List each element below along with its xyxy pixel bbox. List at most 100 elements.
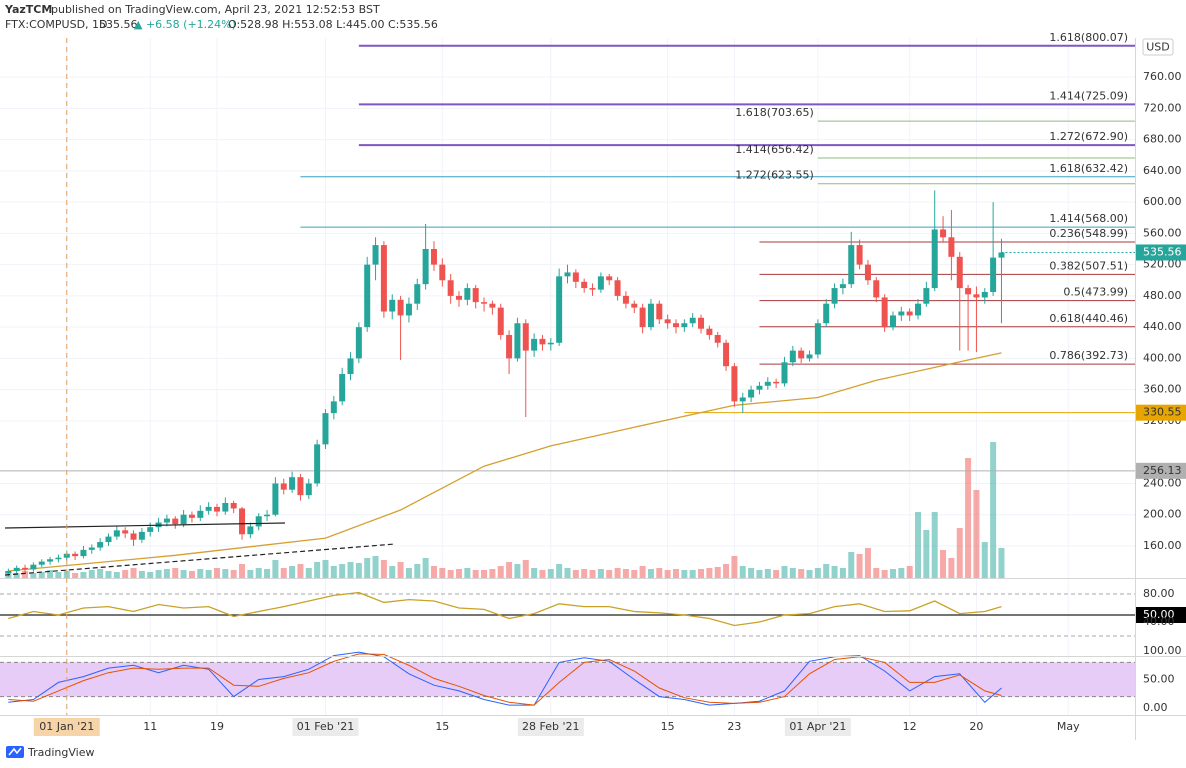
y-tick-label: 480.00	[1143, 289, 1182, 302]
candle-body	[30, 564, 37, 570]
candle-body	[347, 358, 354, 375]
volume-bar	[514, 564, 521, 578]
rsi-tick-label: 50.00	[1143, 608, 1175, 621]
candle-body	[873, 280, 880, 298]
volume-bar	[823, 564, 830, 578]
volume-bar	[981, 542, 988, 578]
currency-box	[1142, 38, 1174, 56]
volume-bar	[965, 458, 972, 578]
x-tick-box	[292, 718, 359, 736]
candle-body	[981, 291, 988, 298]
volume-bar	[122, 570, 129, 578]
y-tick-label: 440.00	[1143, 320, 1182, 333]
candle-body	[589, 288, 596, 290]
volume-bar	[422, 558, 429, 578]
candle-body	[506, 334, 513, 359]
candle-body	[764, 381, 771, 386]
volume-bar	[22, 571, 29, 578]
candle-body	[305, 483, 312, 496]
x-tick-box	[784, 718, 851, 736]
stoch-line	[8, 653, 1002, 706]
stoch-tick-label: 100.00	[1143, 644, 1182, 657]
x-tick-label: 12	[903, 720, 917, 733]
candle-body	[372, 245, 379, 265]
volume-bar	[572, 570, 579, 578]
candle-body	[965, 288, 972, 295]
candle-body	[881, 297, 888, 328]
volume-bar	[547, 569, 554, 578]
x-tick-label: 20	[969, 720, 983, 733]
volume-bar	[222, 569, 229, 578]
volume-bar	[355, 563, 362, 578]
candle-body	[839, 284, 846, 289]
candle-body	[647, 303, 654, 328]
candle-body	[664, 319, 671, 324]
volume-bar	[647, 569, 654, 578]
candle-body	[631, 303, 638, 308]
level-label: 1.618(703.65)	[735, 106, 814, 119]
volume-bar	[389, 566, 396, 578]
candle-body	[864, 264, 871, 281]
volume-bar	[314, 562, 321, 578]
volume-bar	[998, 548, 1005, 578]
candle-body	[931, 229, 938, 289]
candle-body	[898, 311, 905, 316]
y-tick-label: 160.00	[1143, 539, 1182, 552]
candle-body	[205, 506, 212, 511]
volume-bar	[664, 570, 671, 578]
volume-bar	[789, 568, 796, 578]
volume-bar	[155, 570, 162, 578]
candle-body	[188, 514, 195, 518]
candle-body	[489, 303, 496, 308]
level-label: 0.5(473.99)	[1063, 286, 1128, 299]
level-label: 0.382(507.51)	[1049, 259, 1128, 272]
candle-body	[138, 531, 145, 540]
volume-bar	[88, 570, 95, 578]
candle-body	[723, 342, 730, 367]
volume-bar	[372, 556, 379, 578]
change: ▲ +6.58 (+1.24%)	[134, 18, 236, 31]
candle-body	[239, 508, 246, 535]
x-tick-label: 28 Feb '21	[522, 720, 580, 733]
candle-body	[414, 284, 421, 304]
volume-bar	[773, 570, 780, 578]
ohlc: O:528.98 H:553.08 L:445.00 C:535.56	[228, 18, 438, 31]
candle-body	[47, 559, 54, 562]
level-label: 1.414(725.09)	[1049, 89, 1128, 102]
candle-body	[781, 362, 788, 384]
candle-body	[197, 510, 204, 518]
volume-bar	[347, 562, 354, 578]
candle-body	[5, 570, 12, 574]
y-tick-label: 600.00	[1143, 195, 1182, 208]
volume-bar	[539, 570, 546, 578]
volume-bar	[172, 568, 179, 578]
candle-body	[72, 553, 79, 557]
volume-bar	[848, 552, 855, 578]
candle-body	[322, 413, 329, 445]
candle-body	[564, 272, 571, 277]
level-label: 0.236(548.99)	[1049, 227, 1128, 240]
candle-body	[973, 294, 980, 298]
volume-bar	[681, 570, 688, 578]
level-label: 1.272(623.55)	[735, 169, 814, 182]
candle-body	[38, 561, 45, 565]
candle-body	[698, 317, 705, 329]
candle-body	[748, 389, 755, 398]
last-price-label: 535.56	[1143, 245, 1182, 258]
volume-bar	[430, 566, 437, 578]
candle-body	[614, 280, 621, 296]
candle-body	[297, 477, 304, 496]
candle-body	[672, 323, 679, 328]
candle-body	[539, 338, 546, 345]
grid	[0, 38, 1135, 715]
candle-body	[472, 288, 479, 303]
logo-mark	[8, 747, 22, 756]
candle-body	[422, 248, 429, 285]
rsi-tick-label: 80.00	[1143, 587, 1175, 600]
author: YazTCM	[4, 3, 52, 16]
volume-bar	[597, 569, 604, 578]
volume-bar	[380, 560, 387, 578]
last-price-badge	[1136, 244, 1186, 261]
